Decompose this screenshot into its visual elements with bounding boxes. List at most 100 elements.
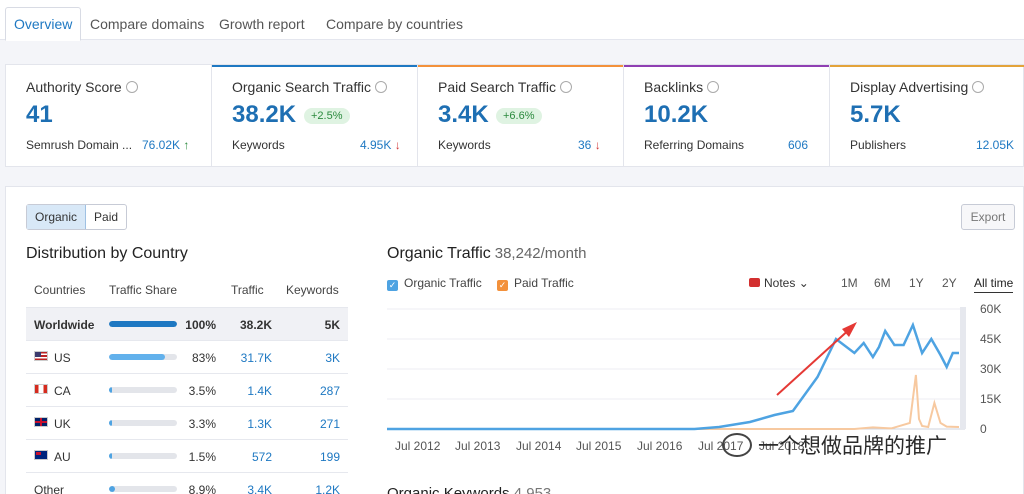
organic-traffic-chart[interactable] — [387, 307, 967, 432]
traffic-share-value: 83% — [191, 351, 216, 365]
keywords-value[interactable]: 271 — [319, 417, 340, 431]
chevron-down-icon: ⌄ — [798, 276, 809, 290]
uk-flag-icon — [34, 417, 48, 427]
card-sub-value[interactable]: 12.05K — [976, 138, 1015, 152]
y-tick: 0 — [980, 422, 987, 436]
keywords-value[interactable]: 1.2K — [315, 483, 340, 494]
export-button[interactable]: Export — [961, 204, 1015, 230]
traffic-share-fill — [109, 420, 112, 426]
traffic-share-value: 8.9% — [188, 483, 216, 494]
country-row[interactable]: US 83% 31.7K 3K — [26, 340, 348, 373]
card-sub-label: Keywords — [232, 138, 285, 152]
country-row[interactable]: CA 3.5% 1.4K 287 — [26, 373, 348, 406]
country-name: US — [54, 351, 71, 365]
traffic-share-bar — [109, 387, 177, 393]
card-value: 10.2K — [644, 101, 709, 128]
y-tick: 60K — [980, 302, 1002, 316]
metric-cards: Authority Score 41 Semrush Domain ... 76… — [5, 64, 1024, 167]
traffic-share-bar — [109, 354, 177, 360]
card-title: Backlinks — [644, 79, 720, 95]
watermark: 一个想做品牌的推广 — [722, 430, 992, 470]
traffic-share-fill — [109, 354, 166, 360]
country-row[interactable]: Worldwide 100% 38.2K 5K — [26, 307, 348, 340]
card-accent-bar — [624, 65, 829, 67]
checkbox-checked-icon[interactable]: ✓ — [387, 280, 398, 291]
keywords-value[interactable]: 287 — [319, 384, 340, 398]
card-value: 41 — [26, 101, 53, 128]
checkbox-checked-icon[interactable]: ✓ — [497, 280, 508, 291]
traffic-share-fill — [109, 321, 177, 327]
card-display-advertising[interactable]: Display Advertising 5.7K Publishers 12.0… — [830, 65, 1024, 166]
card-backlinks[interactable]: Backlinks 10.2K Referring Domains 606 — [624, 65, 830, 166]
country-row[interactable]: UK 3.3% 1.3K 271 — [26, 406, 348, 439]
wechat-icon — [722, 433, 752, 457]
header-keywords: Keywords — [286, 283, 339, 297]
range-6m[interactable]: 6M — [874, 276, 891, 290]
header-traffic: Traffic — [231, 283, 264, 297]
legend-paid[interactable]: ✓ Paid Traffic — [497, 276, 574, 291]
chart-scroll-handle[interactable] — [960, 307, 966, 429]
info-icon[interactable] — [125, 81, 138, 93]
y-tick: 15K — [980, 392, 1002, 406]
card-sub-value[interactable]: 4.95K ↓ — [360, 138, 401, 152]
header-traffic-share: Traffic Share — [109, 283, 178, 297]
traffic-share-value: 100% — [185, 318, 216, 332]
traffic-share-fill — [109, 387, 112, 393]
range-1m[interactable]: 1M — [841, 276, 858, 290]
au-flag-icon — [34, 450, 48, 460]
toggle-organic[interactable]: Organic — [27, 205, 87, 229]
keywords-value[interactable]: 3K — [325, 351, 340, 365]
info-icon[interactable] — [375, 81, 388, 93]
card-sub-value[interactable]: 606 — [788, 138, 809, 152]
legend-organic[interactable]: ✓ Organic Traffic — [387, 276, 482, 291]
series-paid-traffic — [387, 374, 960, 430]
country-row[interactable]: AU 1.5% 572 199 — [26, 439, 348, 472]
organic-keywords-title: Organic Keywords 4,953 — [387, 485, 552, 494]
card-sub-label: Semrush Domain ... — [26, 138, 133, 152]
arrow-down-icon: ↓ — [394, 138, 401, 152]
traffic-value[interactable]: 1.3K — [247, 417, 272, 431]
keywords-value: 5K — [324, 318, 340, 332]
traffic-value[interactable]: 1.4K — [247, 384, 272, 398]
card-paid-search-traffic[interactable]: Paid Search Traffic 3.4K +6.6% Keywords … — [418, 65, 624, 166]
traffic-share-fill — [109, 453, 112, 459]
card-accent-bar — [418, 65, 623, 67]
ca-flag-icon — [34, 384, 48, 394]
card-value: 38.2K — [232, 101, 297, 128]
range-2y[interactable]: 2Y — [942, 276, 957, 290]
range-1y[interactable]: 1Y — [909, 276, 924, 290]
y-tick: 45K — [980, 332, 1002, 346]
main-panel: Organic Paid Export Distribution by Coun… — [5, 186, 1024, 494]
tab-compare-by-countries[interactable]: Compare by countries — [326, 16, 463, 32]
top-tabs: Overview Compare domains Growth report C… — [0, 0, 1024, 41]
traffic-value[interactable]: 31.7K — [240, 351, 272, 365]
traffic-value[interactable]: 3.4K — [247, 483, 272, 494]
x-tick: Jul 2016 — [637, 439, 683, 453]
card-authority-score[interactable]: Authority Score 41 Semrush Domain ... 76… — [6, 65, 212, 166]
range-all-time[interactable]: All time — [974, 276, 1014, 293]
info-icon[interactable] — [560, 81, 573, 93]
toggle-paid[interactable]: Paid — [94, 210, 119, 224]
card-sub-value[interactable]: 76.02K ↑ — [142, 138, 190, 152]
series-organic-traffic — [387, 321, 959, 431]
x-tick: Jul 2015 — [576, 439, 622, 453]
card-title: Organic Search Traffic — [232, 79, 388, 95]
country-name: UK — [54, 417, 71, 431]
tab-growth-report[interactable]: Growth report — [219, 16, 305, 32]
arrow-up-icon: ↑ — [183, 138, 190, 152]
card-title: Authority Score — [26, 79, 138, 95]
tab-compare-domains[interactable]: Compare domains — [90, 16, 205, 32]
notes-icon — [749, 278, 760, 287]
card-organic-search-traffic[interactable]: Organic Search Traffic 38.2K +2.5% Keywo… — [212, 65, 418, 166]
traffic-value[interactable]: 572 — [251, 450, 272, 464]
country-row[interactable]: Other 8.9% 3.4K 1.2K — [26, 472, 348, 494]
card-title: Paid Search Traffic — [438, 79, 573, 95]
info-icon[interactable] — [972, 81, 985, 93]
annotation-arrow — [776, 326, 853, 396]
notes-dropdown[interactable]: Notes ⌄ — [749, 276, 809, 290]
card-sub-value[interactable]: 36 ↓ — [578, 138, 601, 152]
keywords-value[interactable]: 199 — [319, 450, 340, 464]
card-sub-label: Publishers — [850, 138, 907, 152]
tab-overview[interactable]: Overview — [5, 7, 82, 41]
info-icon[interactable] — [707, 81, 720, 93]
